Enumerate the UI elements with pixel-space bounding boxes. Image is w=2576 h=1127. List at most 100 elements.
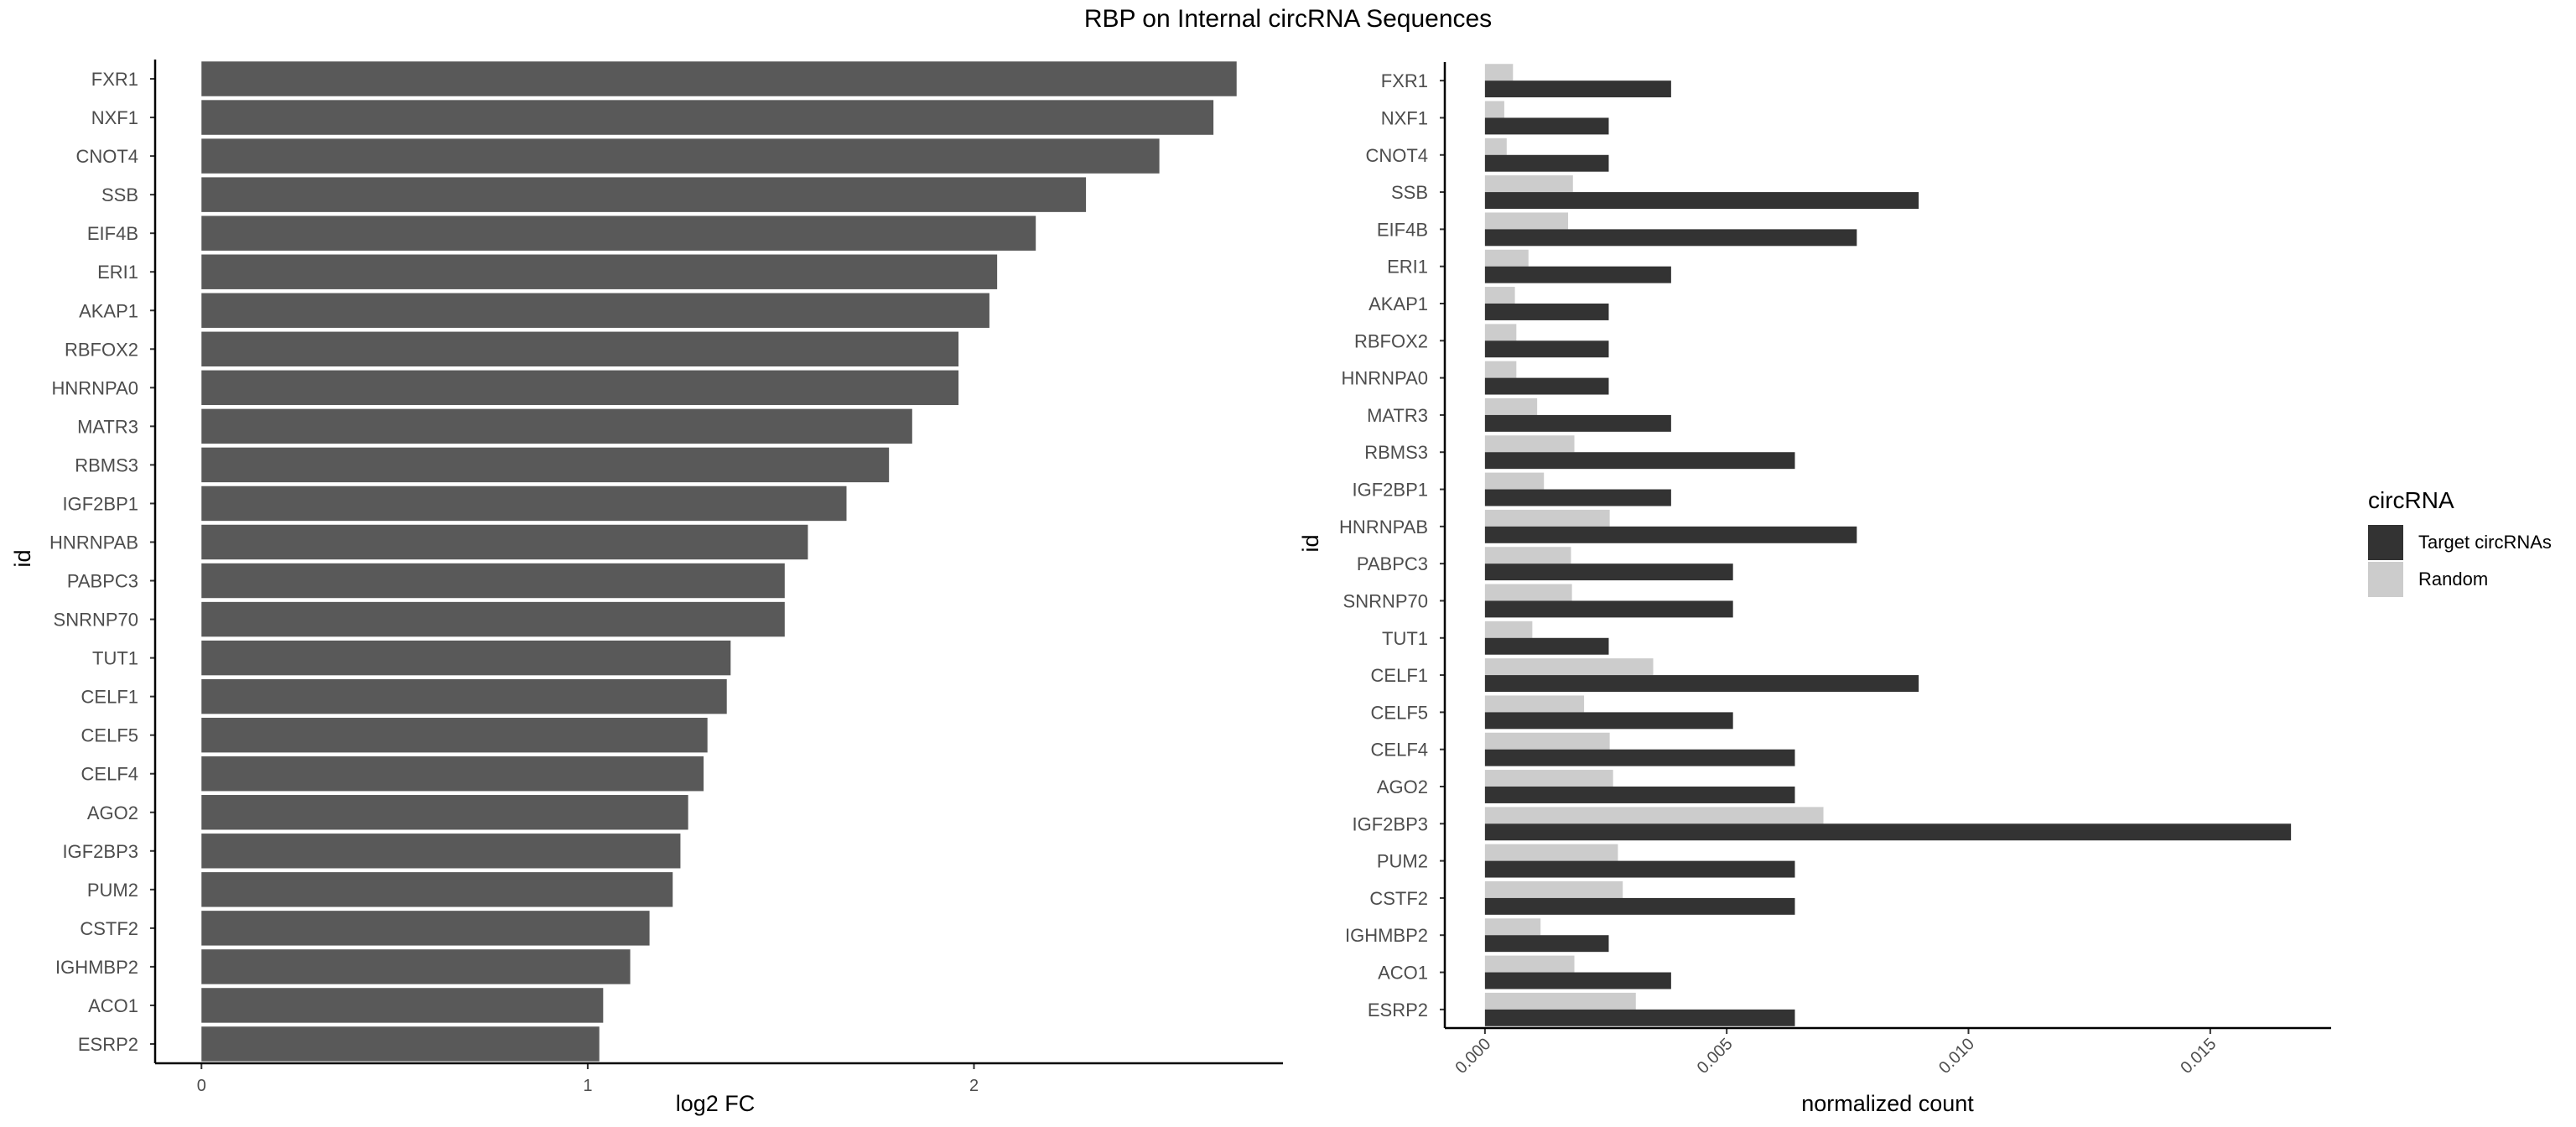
y-tick-label-tut1: TUT1 xyxy=(1382,628,1428,649)
y-tick-label-pabpc3: PABPC3 xyxy=(67,571,138,592)
left-panel-log2fc: FXR1 NXF1 CNOT4 SSB EIF4B ERI1 AKAP1 RBFOX2 HNRN… xyxy=(49,60,1283,1095)
bar-pabpc3 xyxy=(201,563,785,599)
bar-target-celf1 xyxy=(1484,675,1919,693)
legend-swatch-target-circrnas xyxy=(2368,525,2403,560)
legend-title: circRNA xyxy=(2368,487,2454,513)
bar-igf2bp3 xyxy=(201,834,681,869)
right-x-axis-label: normalized count xyxy=(1801,1091,1974,1116)
bar-random-igf2bp1 xyxy=(1484,472,1545,490)
bar-pum2 xyxy=(201,872,673,907)
y-tick-label-cstf2: CSTF2 xyxy=(1369,888,1428,909)
bar-rbfox2 xyxy=(201,331,959,367)
y-tick-label-celf4: CELF4 xyxy=(1371,740,1428,761)
x-tick-label-3: 0.015 xyxy=(2177,1035,2220,1078)
bar-random-snrnp70 xyxy=(1484,584,1572,601)
y-tick-label-igf2bp1: IGF2BP1 xyxy=(1353,480,1428,501)
bar-random-hnrnpa0 xyxy=(1484,361,1517,378)
bar-random-eri1 xyxy=(1484,249,1529,267)
y-tick-label-igf2bp3: IGF2BP3 xyxy=(63,841,138,862)
bar-random-aco1 xyxy=(1484,955,1575,973)
bar-target-pum2 xyxy=(1484,860,1795,878)
bar-aco1 xyxy=(201,988,604,1023)
y-tick-label-ago2: AGO2 xyxy=(87,802,138,823)
bar-ago2 xyxy=(201,795,688,830)
y-tick-label-pabpc3: PABPC3 xyxy=(1357,553,1428,574)
y-tick-label-esrp2: ESRP2 xyxy=(78,1034,138,1055)
bar-tut1 xyxy=(201,640,731,676)
y-tick-label-hnrnpab: HNRNPAB xyxy=(49,532,138,553)
bar-hnrnpab xyxy=(201,524,808,560)
bar-target-rbms3 xyxy=(1484,452,1795,470)
bar-random-celf5 xyxy=(1484,695,1585,713)
y-tick-label-hnrnpab: HNRNPAB xyxy=(1339,517,1428,538)
bar-target-fxr1 xyxy=(1484,80,1671,98)
bar-target-snrnp70 xyxy=(1484,600,1733,618)
bar-target-eif4b xyxy=(1484,229,1857,247)
left-y-axis-label: id xyxy=(10,549,35,567)
y-tick-label-fxr1: FXR1 xyxy=(1381,70,1428,91)
bar-ssb xyxy=(201,177,1087,212)
bar-target-aco1 xyxy=(1484,972,1671,989)
bar-target-akap1 xyxy=(1484,304,1609,320)
bar-random-celf4 xyxy=(1484,732,1610,750)
y-tick-label-aco1: ACO1 xyxy=(88,995,138,1016)
bar-random-ighmbp2 xyxy=(1484,918,1541,936)
y-tick-label-tut1: TUT1 xyxy=(92,648,138,669)
y-tick-label-hnrnpa0: HNRNPA0 xyxy=(51,377,138,398)
bar-target-celf5 xyxy=(1484,712,1733,730)
y-tick-label-igf2bp1: IGF2BP1 xyxy=(63,493,138,514)
bar-akap1 xyxy=(201,293,989,328)
bar-target-nxf1 xyxy=(1484,117,1609,135)
x-tick-label-0: 0 xyxy=(197,1077,206,1095)
bar-random-rbms3 xyxy=(1484,435,1575,453)
x-tick-label-2: 2 xyxy=(969,1077,979,1095)
y-tick-label-fxr1: FXR1 xyxy=(91,69,138,90)
y-tick-label-cnot4: CNOT4 xyxy=(75,146,138,167)
bar-target-hnrnpa0 xyxy=(1484,377,1609,395)
bar-celf4 xyxy=(201,756,704,792)
bar-random-ssb xyxy=(1484,175,1573,193)
bar-fxr1 xyxy=(201,61,1237,96)
y-tick-label-ighmbp2: IGHMBP2 xyxy=(55,957,138,978)
y-tick-label-ssb: SSB xyxy=(101,184,138,205)
x-tick-label-1: 1 xyxy=(583,1077,592,1095)
y-tick-label-eif4b: EIF4B xyxy=(1377,219,1428,240)
bar-random-cstf2 xyxy=(1484,880,1623,898)
y-tick-label-snrnp70: SNRNP70 xyxy=(54,610,138,631)
bar-target-ssb xyxy=(1484,192,1919,210)
bar-cstf2 xyxy=(201,911,650,946)
bar-random-igf2bp3 xyxy=(1484,807,1824,824)
legend-label-random: Random xyxy=(2418,569,2488,589)
bar-hnrnpa0 xyxy=(201,370,959,406)
y-tick-label-celf5: CELF5 xyxy=(1371,702,1428,723)
bar-target-hnrnpab xyxy=(1484,526,1857,543)
y-tick-label-celf5: CELF5 xyxy=(81,725,138,746)
bar-random-rbfox2 xyxy=(1484,324,1517,341)
bar-random-ago2 xyxy=(1484,770,1613,787)
y-tick-label-aco1: ACO1 xyxy=(1378,963,1428,984)
bar-target-matr3 xyxy=(1484,414,1671,432)
y-tick-label-rbms3: RBMS3 xyxy=(1364,442,1428,463)
bar-target-rbfox2 xyxy=(1484,340,1609,358)
y-tick-label-celf1: CELF1 xyxy=(81,687,138,708)
left-x-axis-label: log2 FC xyxy=(676,1091,756,1116)
y-tick-label-matr3: MATR3 xyxy=(77,416,138,437)
bar-random-matr3 xyxy=(1484,397,1538,415)
y-tick-label-nxf1: NXF1 xyxy=(91,107,138,128)
y-tick-label-nxf1: NXF1 xyxy=(1381,107,1428,128)
bar-esrp2 xyxy=(201,1026,600,1062)
bar-target-cnot4 xyxy=(1484,154,1609,172)
bar-random-pum2 xyxy=(1484,844,1618,861)
bar-cnot4 xyxy=(201,138,1160,174)
y-tick-label-ago2: AGO2 xyxy=(1377,776,1428,797)
bar-random-celf1 xyxy=(1484,658,1654,676)
bar-target-cstf2 xyxy=(1484,897,1795,915)
y-tick-label-rbfox2: RBFOX2 xyxy=(1354,330,1428,351)
bar-ighmbp2 xyxy=(201,949,631,984)
bar-target-pabpc3 xyxy=(1484,564,1733,581)
bar-random-eif4b xyxy=(1484,212,1569,230)
y-tick-label-pum2: PUM2 xyxy=(1377,851,1428,872)
bar-target-eri1 xyxy=(1484,266,1671,283)
bar-random-pabpc3 xyxy=(1484,547,1571,564)
y-tick-label-celf1: CELF1 xyxy=(1371,665,1428,686)
